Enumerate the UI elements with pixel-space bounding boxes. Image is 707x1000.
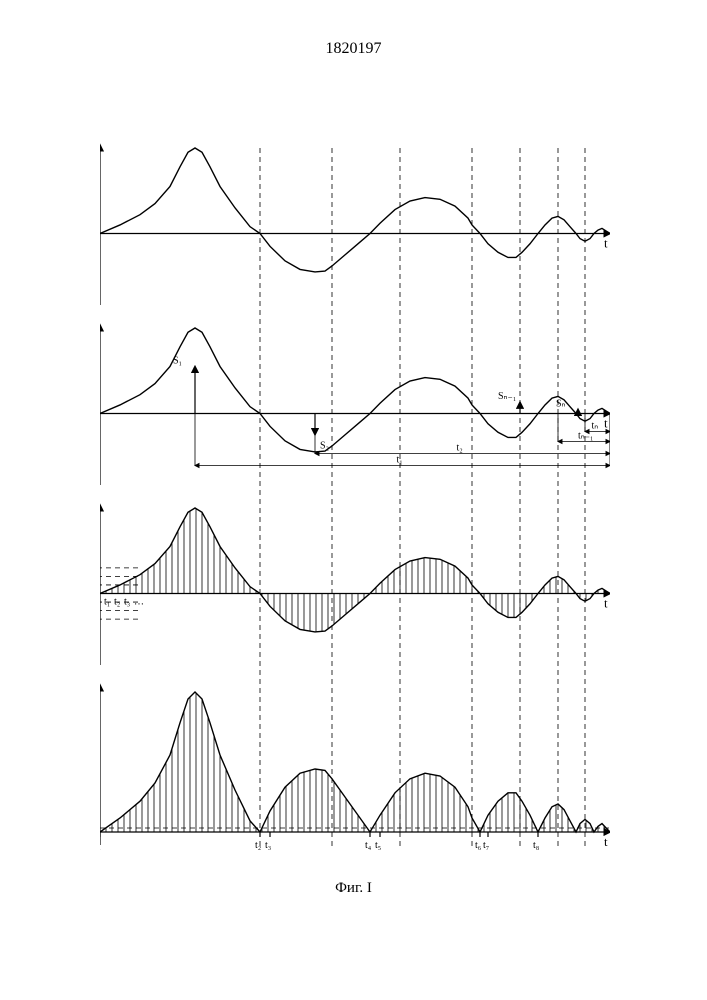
figure-caption: Фиг. I — [0, 880, 707, 897]
svg-text:…: … — [134, 597, 144, 608]
svg-text:tₙ: tₙ — [592, 421, 599, 432]
svg-text:tₙ₋₁: tₙ₋₁ — [578, 431, 594, 442]
svg-text:t₃: t₃ — [124, 597, 130, 608]
svg-text:t₁: t₁ — [397, 455, 403, 466]
svg-text:t: t — [604, 416, 608, 431]
svg-text:Sₙ: Sₙ — [556, 398, 566, 409]
svg-text:t₄: t₄ — [365, 840, 372, 851]
svg-text:t₅: t₅ — [375, 840, 381, 851]
svg-text:t₆: t₆ — [475, 840, 482, 851]
panel-c: Utв)u₃u₂u₁t₁t₂t₃… — [100, 502, 610, 665]
page-number: 1820197 — [0, 40, 707, 58]
figure-svg: Ftа)0Ftб)S₁S₂Sₙ₋₁Sₙt₁t₂tₙ₋₁tₙUtв)u₃u₂u₁t… — [100, 140, 610, 860]
figure: Ftа)0Ftб)S₁S₂Sₙ₋₁Sₙt₁t₂tₙ₋₁tₙUtв)u₃u₂u₁t… — [100, 140, 610, 860]
svg-text:t₁: t₁ — [104, 597, 110, 608]
svg-text:Sₙ₋₁: Sₙ₋₁ — [498, 391, 516, 402]
svg-text:t₇: t₇ — [483, 840, 489, 851]
svg-text:S₂: S₂ — [320, 441, 329, 452]
svg-text:t: t — [604, 596, 608, 611]
panel-a: Ftа)0 — [100, 142, 610, 305]
svg-text:t₃: t₃ — [265, 840, 271, 851]
svg-text:t: t — [604, 834, 608, 849]
svg-text:t₁: t₁ — [100, 840, 101, 851]
svg-text:t₂: t₂ — [255, 840, 261, 851]
svg-text:t₂: t₂ — [457, 443, 463, 454]
svg-text:t: t — [604, 236, 608, 251]
svg-text:S₁: S₁ — [173, 355, 182, 366]
svg-text:t₈: t₈ — [533, 840, 540, 851]
svg-text:t₂: t₂ — [114, 597, 120, 608]
panel-d: Utt₁t₂t₃t₄t₅t₆t₇t₈ — [100, 682, 610, 851]
panel-b: Ftб)S₁S₂Sₙ₋₁Sₙt₁t₂tₙ₋₁tₙ — [100, 322, 610, 485]
